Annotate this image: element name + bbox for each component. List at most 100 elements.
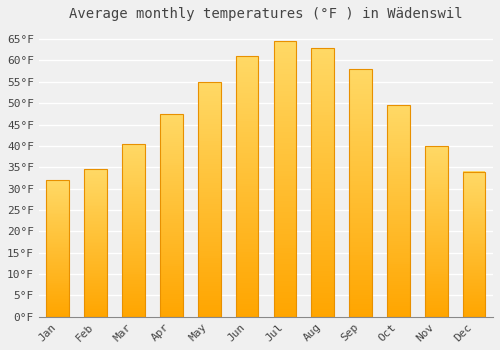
Bar bbox=[425, 307, 448, 308]
Bar bbox=[122, 190, 145, 192]
Bar bbox=[160, 205, 182, 207]
Bar bbox=[122, 268, 145, 270]
Bar bbox=[160, 177, 182, 179]
Bar bbox=[425, 183, 448, 185]
Bar bbox=[425, 185, 448, 187]
Bar bbox=[198, 260, 220, 263]
Bar bbox=[236, 270, 258, 273]
Bar bbox=[122, 187, 145, 189]
Bar bbox=[198, 124, 220, 126]
Bar bbox=[198, 223, 220, 225]
Bar bbox=[349, 111, 372, 114]
Bar bbox=[312, 241, 334, 244]
Bar bbox=[236, 90, 258, 93]
Bar bbox=[463, 298, 485, 299]
Bar bbox=[312, 298, 334, 301]
Bar bbox=[425, 315, 448, 317]
Bar bbox=[387, 186, 410, 188]
Bar bbox=[349, 108, 372, 111]
Bar bbox=[425, 294, 448, 296]
Bar bbox=[274, 171, 296, 174]
Bar bbox=[160, 292, 182, 294]
Bar bbox=[349, 119, 372, 121]
Bar bbox=[349, 168, 372, 170]
Bar bbox=[387, 300, 410, 302]
Bar bbox=[349, 294, 372, 297]
Bar bbox=[122, 244, 145, 246]
Bar bbox=[198, 239, 220, 241]
Bar bbox=[198, 96, 220, 98]
Bar bbox=[387, 256, 410, 258]
Bar bbox=[160, 230, 182, 232]
Bar bbox=[46, 285, 69, 287]
Bar bbox=[387, 240, 410, 243]
Bar bbox=[312, 128, 334, 131]
Bar bbox=[463, 217, 485, 218]
Bar bbox=[463, 228, 485, 230]
Bar bbox=[387, 230, 410, 232]
Bar bbox=[312, 204, 334, 206]
Bar bbox=[274, 41, 296, 317]
Bar bbox=[198, 204, 220, 206]
Bar bbox=[349, 183, 372, 186]
Bar bbox=[160, 126, 182, 128]
Bar bbox=[46, 273, 69, 274]
Bar bbox=[274, 99, 296, 102]
Bar bbox=[198, 152, 220, 155]
Bar bbox=[160, 173, 182, 175]
Bar bbox=[274, 154, 296, 157]
Bar bbox=[387, 133, 410, 135]
Bar bbox=[425, 230, 448, 231]
Bar bbox=[236, 244, 258, 246]
Bar bbox=[387, 156, 410, 158]
Bar bbox=[274, 234, 296, 237]
Bar bbox=[46, 220, 69, 221]
Bar bbox=[46, 272, 69, 273]
Bar bbox=[84, 275, 107, 277]
Bar bbox=[198, 281, 220, 284]
Bar bbox=[312, 56, 334, 58]
Bar bbox=[46, 251, 69, 253]
Bar bbox=[463, 172, 485, 173]
Bar bbox=[46, 284, 69, 285]
Bar bbox=[387, 141, 410, 144]
Bar bbox=[198, 214, 220, 216]
Bar bbox=[198, 199, 220, 202]
Bar bbox=[236, 202, 258, 205]
Bar bbox=[122, 260, 145, 261]
Bar bbox=[312, 126, 334, 128]
Bar bbox=[349, 69, 372, 317]
Bar bbox=[160, 290, 182, 293]
Bar bbox=[425, 279, 448, 281]
Bar bbox=[84, 253, 107, 255]
Bar bbox=[463, 311, 485, 313]
Bar bbox=[122, 204, 145, 206]
Bar bbox=[349, 252, 372, 255]
Bar bbox=[349, 94, 372, 96]
Bar bbox=[160, 136, 182, 138]
Bar bbox=[122, 277, 145, 279]
Bar bbox=[463, 184, 485, 186]
Bar bbox=[84, 295, 107, 296]
Bar bbox=[46, 237, 69, 239]
Bar bbox=[387, 234, 410, 237]
Bar bbox=[463, 201, 485, 202]
Bar bbox=[274, 281, 296, 284]
Bar bbox=[46, 191, 69, 193]
Bar bbox=[122, 261, 145, 263]
Bar bbox=[198, 122, 220, 124]
Bar bbox=[122, 254, 145, 256]
Bar bbox=[122, 312, 145, 313]
Bar bbox=[84, 184, 107, 186]
Bar bbox=[160, 175, 182, 177]
Bar bbox=[387, 183, 410, 186]
Bar bbox=[425, 265, 448, 267]
Bar bbox=[387, 270, 410, 272]
Bar bbox=[236, 142, 258, 145]
Bar bbox=[387, 310, 410, 313]
Bar bbox=[349, 133, 372, 136]
Bar bbox=[122, 161, 145, 163]
Bar bbox=[122, 172, 145, 173]
Bar bbox=[236, 163, 258, 166]
Bar bbox=[84, 221, 107, 223]
